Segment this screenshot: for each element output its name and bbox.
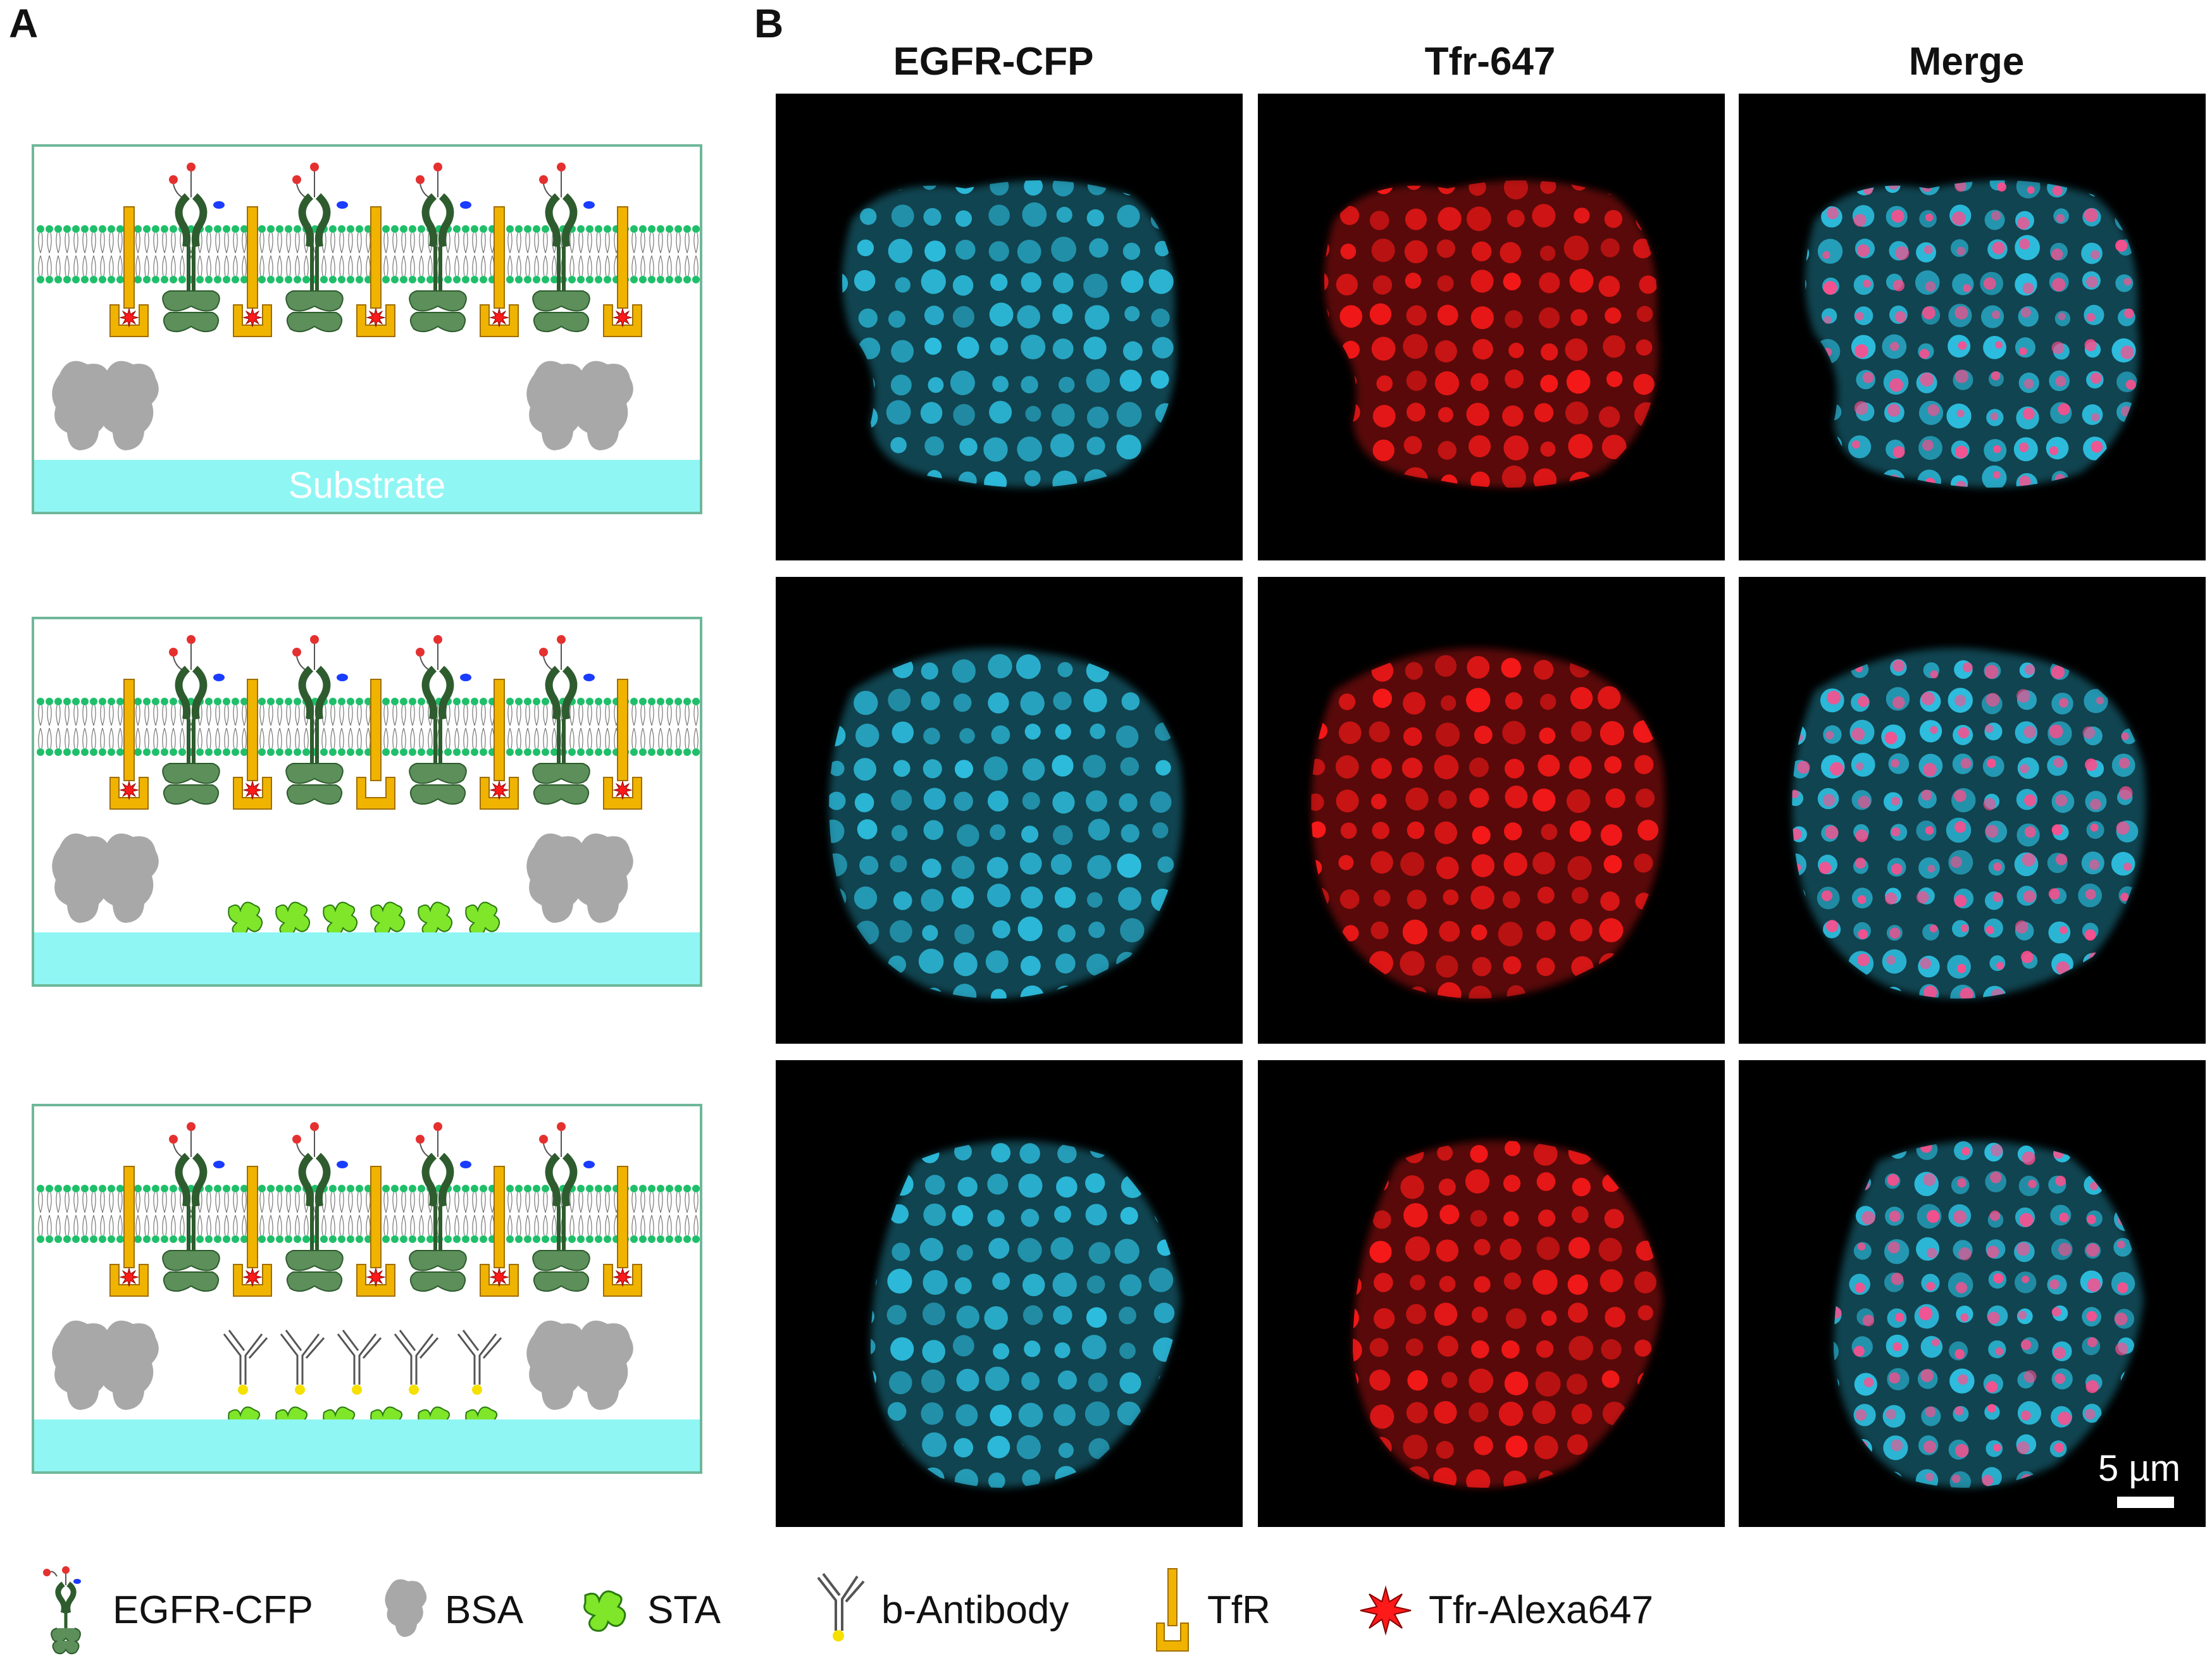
schematic-drawing — [37, 163, 700, 450]
micrograph-row1-merge — [1739, 94, 2206, 560]
tfr-receptor — [356, 1166, 395, 1297]
egfr-cfp-icon — [43, 1566, 81, 1655]
bsa-protein — [526, 1320, 633, 1410]
bsa-protein — [526, 833, 633, 923]
substrate-label: Substrate — [34, 460, 700, 512]
egfr-receptor — [285, 1122, 348, 1292]
b-antibody-icon — [817, 1573, 865, 1641]
fluorescent-spots — [1792, 648, 2146, 999]
tfr-receptor — [480, 206, 519, 337]
antibody — [337, 1330, 382, 1395]
micrograph-row2-egfr — [776, 577, 1243, 1044]
lipid-bilayer — [37, 1185, 700, 1243]
sta-protein — [228, 901, 263, 936]
bsa-protein — [52, 361, 159, 450]
legend-item-sta: STA — [579, 1562, 721, 1657]
tfr-receptor — [109, 1166, 149, 1297]
schematic-drawing — [37, 635, 700, 936]
tfr-receptor — [480, 679, 519, 810]
scale-bar — [2117, 1497, 2174, 1508]
schematic-drawing — [37, 1122, 700, 1441]
egfr-receptor — [285, 635, 348, 805]
fluorescent-spots — [1834, 1140, 2139, 1488]
lipid-bilayer — [37, 225, 700, 283]
bsa-protein — [52, 833, 159, 923]
legend-item-egfr: EGFR-CFP — [38, 1562, 313, 1657]
antibody — [280, 1330, 325, 1395]
bsa-protein — [526, 361, 633, 450]
legend-label-antibody: b-Antibody — [881, 1588, 1069, 1632]
schematic-sta-substrate — [32, 617, 702, 987]
egfr-receptor — [409, 635, 471, 805]
legend-label-sta: STA — [647, 1588, 721, 1632]
legend-label-tfr: TfR — [1207, 1588, 1271, 1632]
micrograph-row3-merge: 5 µm — [1739, 1060, 2206, 1527]
legend-item-tfr-alexa: Tfr-Alexa647 — [1354, 1562, 1653, 1657]
panel-a-label: A — [9, 1, 39, 46]
egfr-receptor — [162, 1122, 225, 1292]
sta-protein — [370, 901, 406, 936]
tfr-receptor — [233, 206, 272, 337]
micrograph-row3-egfr — [776, 1060, 1243, 1527]
egfr-receptor — [285, 163, 348, 333]
sta-protein — [418, 901, 453, 936]
column-title-merge: Merge — [1908, 40, 2025, 83]
tfr-receptor — [603, 206, 642, 337]
tfr-receptor — [480, 1166, 519, 1297]
egfr-receptor — [162, 635, 225, 805]
panel-b-label: B — [754, 1, 784, 46]
legend-item-tfr: TfR — [1152, 1562, 1271, 1657]
sta-protein — [323, 901, 358, 936]
legend-item-bsa: BSA — [376, 1562, 523, 1657]
micrograph-row1-egfr — [776, 94, 1243, 560]
tfr-receptor — [233, 679, 272, 810]
tfr-receptor — [109, 206, 149, 337]
sta-protein — [275, 901, 311, 936]
bsa-icon — [385, 1579, 427, 1637]
antibody — [223, 1330, 268, 1395]
micrograph-row2-tfr — [1258, 577, 1725, 1044]
micrograph-row2-merge — [1739, 577, 2206, 1044]
schematic-antibody-substrate — [32, 1104, 702, 1474]
bsa-protein — [52, 1320, 159, 1410]
tfr-receptor — [233, 1166, 272, 1297]
substrate-layer — [34, 932, 700, 984]
legend-item-antibody: b-Antibody — [813, 1562, 1069, 1657]
sta-protein — [465, 901, 500, 936]
egfr-receptor — [162, 163, 225, 333]
sta-icon — [583, 1590, 626, 1632]
legend-label-bsa: BSA — [445, 1588, 524, 1632]
micrograph-row1-tfr — [1258, 94, 1725, 560]
antibody — [457, 1330, 502, 1395]
scale-bar-label: 5 µm — [2098, 1448, 2181, 1489]
tfr-receptor — [603, 1166, 642, 1297]
egfr-receptor — [532, 635, 595, 805]
legend: EGFR-CFP BSA STA b-Antibody TfR Tfr-Alex… — [0, 1562, 2212, 1657]
tfr-receptor — [356, 206, 395, 337]
antibody — [394, 1330, 439, 1395]
legend-label-egfr: EGFR-CFP — [113, 1588, 313, 1632]
legend-label-tfr-alexa: Tfr-Alexa647 — [1429, 1588, 1653, 1632]
egfr-receptor — [532, 163, 595, 333]
tfr-receptor — [603, 679, 642, 810]
egfr-receptor — [532, 1122, 595, 1292]
egfr-receptor — [409, 163, 471, 333]
egfr-receptor — [409, 1122, 471, 1292]
substrate-layer — [34, 1419, 700, 1471]
schematic-flat-substrate: Substrate — [32, 144, 702, 514]
tfr-receptor — [356, 679, 395, 810]
tfr-alexa647-icon — [1360, 1585, 1412, 1636]
tfr-icon — [1156, 1568, 1189, 1652]
column-title-egfr-cfp: EGFR-CFP — [893, 40, 1094, 83]
micrograph-row3-tfr — [1258, 1060, 1725, 1527]
lipid-bilayer — [37, 698, 700, 756]
tfr-receptor — [109, 679, 149, 810]
column-title-tfr-647: Tfr-647 — [1424, 40, 1556, 83]
